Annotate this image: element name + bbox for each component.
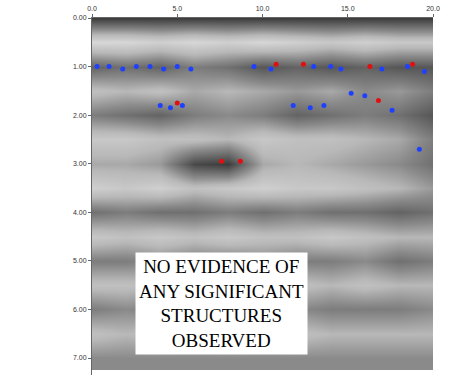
svg-text:4.00: 4.00 (73, 209, 87, 216)
svg-text:2.00: 2.00 (73, 112, 87, 119)
svg-text:0.00: 0.00 (73, 14, 87, 21)
svg-text:3.00: 3.00 (73, 160, 87, 167)
svg-text:10.0: 10.0 (256, 5, 270, 12)
svg-text:20.0: 20.0 (426, 5, 440, 12)
svg-text:1.00: 1.00 (73, 63, 87, 70)
svg-text:0.0: 0.0 (87, 5, 97, 12)
svg-text:NO EVIDENCE OFANY SIGNIFICANTS: NO EVIDENCE OFANY SIGNIFICANTSTRUCTURESO… (139, 256, 304, 351)
svg-text:15.0: 15.0 (341, 5, 355, 12)
svg-text:5.0: 5.0 (172, 5, 182, 12)
svg-text:5.00: 5.00 (73, 257, 87, 264)
svg-text:7.00: 7.00 (73, 354, 87, 361)
svg-text:6.00: 6.00 (73, 306, 87, 313)
